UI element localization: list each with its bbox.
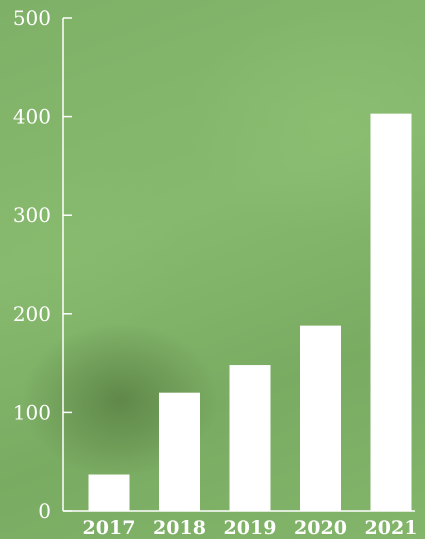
- y-tick-label: 100: [13, 400, 51, 424]
- bar-2020: [300, 325, 341, 511]
- bars: [88, 113, 412, 511]
- y-tick-label: 400: [13, 105, 51, 129]
- y-tick-label: 300: [13, 203, 51, 227]
- y-axis-ticks: 0 100 200 300 400 500: [13, 6, 72, 523]
- bar-2021: [370, 113, 412, 511]
- y-tick-label: 500: [13, 6, 51, 30]
- x-tick-label: 2020: [294, 517, 347, 539]
- y-tick-label: 0: [38, 499, 51, 523]
- y-tick-label: 200: [13, 302, 51, 326]
- bar-2017: [88, 474, 130, 511]
- x-tick-label: 2017: [83, 517, 136, 539]
- x-tick-label: 2018: [153, 517, 206, 539]
- bar-2018: [159, 392, 200, 511]
- x-tick-label: 2021: [365, 517, 418, 539]
- x-tick-label: 2019: [224, 517, 277, 539]
- x-axis-labels: 2017 2018 2019 2020 2021: [83, 517, 418, 539]
- bar-2019: [229, 365, 271, 511]
